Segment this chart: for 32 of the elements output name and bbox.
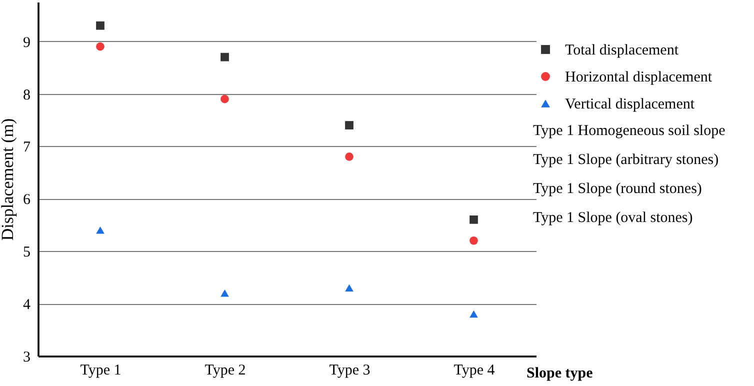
y-tick-label: 6: [23, 192, 31, 208]
point: [470, 236, 478, 245]
point: [470, 310, 478, 318]
annotation: Type 1 Slope (arbitrary stones): [533, 151, 720, 170]
point: [96, 42, 104, 51]
x-tick-label: Type 4: [454, 362, 496, 378]
y-tick-label: 4: [23, 297, 31, 314]
x-tick-label: Type 1: [80, 362, 122, 378]
y-tick-label: 5: [23, 244, 30, 261]
point: [470, 215, 478, 224]
x-tick-label: Type 2: [204, 362, 246, 378]
y-tick-label: 8: [23, 87, 30, 104]
point: [345, 284, 354, 292]
legend-label: Horizontal displacement: [565, 70, 713, 86]
point: [345, 121, 354, 130]
annotation: Type 1 Slope (oval stones): [533, 209, 694, 228]
point: [220, 289, 229, 297]
y-axis-title: Displacement (m): [0, 118, 17, 241]
point: [96, 21, 104, 30]
legend-label: Total displacement: [565, 42, 680, 58]
legend-label: Vertical displacement: [565, 96, 696, 112]
annotation: Type 1 Homogeneous soil slope: [533, 122, 726, 141]
y-tick-label: 7: [23, 140, 31, 156]
y-tick-label: 3: [23, 350, 30, 366]
annotation: Type 1 Slope (round stones): [533, 180, 703, 199]
x-tick-label: Type 3: [329, 362, 370, 378]
point: [96, 226, 104, 234]
x-axis-title: Slope type: [526, 366, 594, 382]
y-tick-label: 9: [23, 34, 30, 51]
point: [345, 152, 354, 161]
point: [220, 52, 229, 62]
point: [220, 94, 229, 104]
